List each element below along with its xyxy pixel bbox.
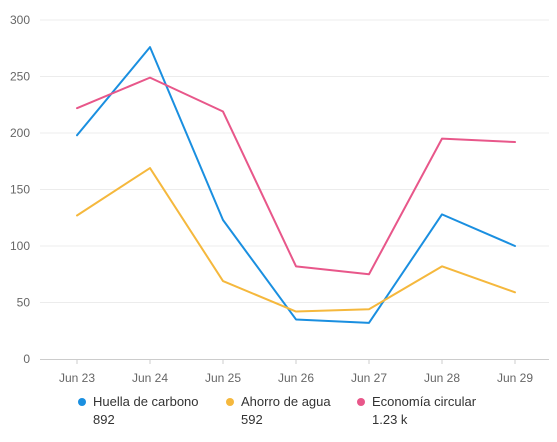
series-line (76, 76, 516, 276)
legend-item[interactable]: Ahorro de agua 592 (226, 394, 331, 427)
y-tick-label: 250 (10, 70, 30, 84)
y-axis: 0 50 100 150 200 250 300 (10, 13, 30, 366)
y-tick-label: 300 (10, 13, 30, 27)
legend-item[interactable]: Economía circular 1.23 k (357, 394, 476, 427)
x-tick-label: Jun 24 (132, 371, 168, 385)
y-tick-label: 50 (17, 296, 31, 310)
legend-series-name: Economía circular (372, 394, 477, 409)
legend-series-total: 892 (93, 412, 115, 427)
y-tick-label: 150 (10, 183, 30, 197)
x-tick-label: Jun 25 (205, 371, 241, 385)
series-line (76, 167, 516, 313)
x-axis: Jun 23 Jun 24 Jun 25 Jun 26 Jun 27 Jun 28 Jun … (40, 359, 549, 385)
x-tick-label: Jun 29 (497, 371, 533, 385)
legend-swatch (226, 397, 234, 406)
x-tick-label: Jun 27 (351, 371, 387, 385)
y-tick-label: 100 (10, 239, 30, 253)
series-lines (76, 46, 516, 324)
y-tick-label: 200 (10, 126, 30, 140)
x-tick-label: Jun 26 (278, 371, 314, 385)
legend-series-name: Ahorro de agua (241, 394, 331, 409)
legend-series-total: 1.23 k (372, 412, 408, 427)
legend-series-name: Huella de carbono (93, 394, 199, 409)
gridlines (40, 19, 549, 303)
legend-swatch (78, 397, 86, 406)
legend-item[interactable]: Huella de carbono 892 (78, 394, 199, 427)
series-line (76, 46, 516, 324)
y-tick-label: 0 (23, 352, 30, 366)
legend-series-total: 592 (241, 412, 263, 427)
x-tick-label: Jun 28 (424, 371, 460, 385)
x-tick-label: Jun 23 (59, 371, 95, 385)
legend-swatch (357, 397, 365, 406)
